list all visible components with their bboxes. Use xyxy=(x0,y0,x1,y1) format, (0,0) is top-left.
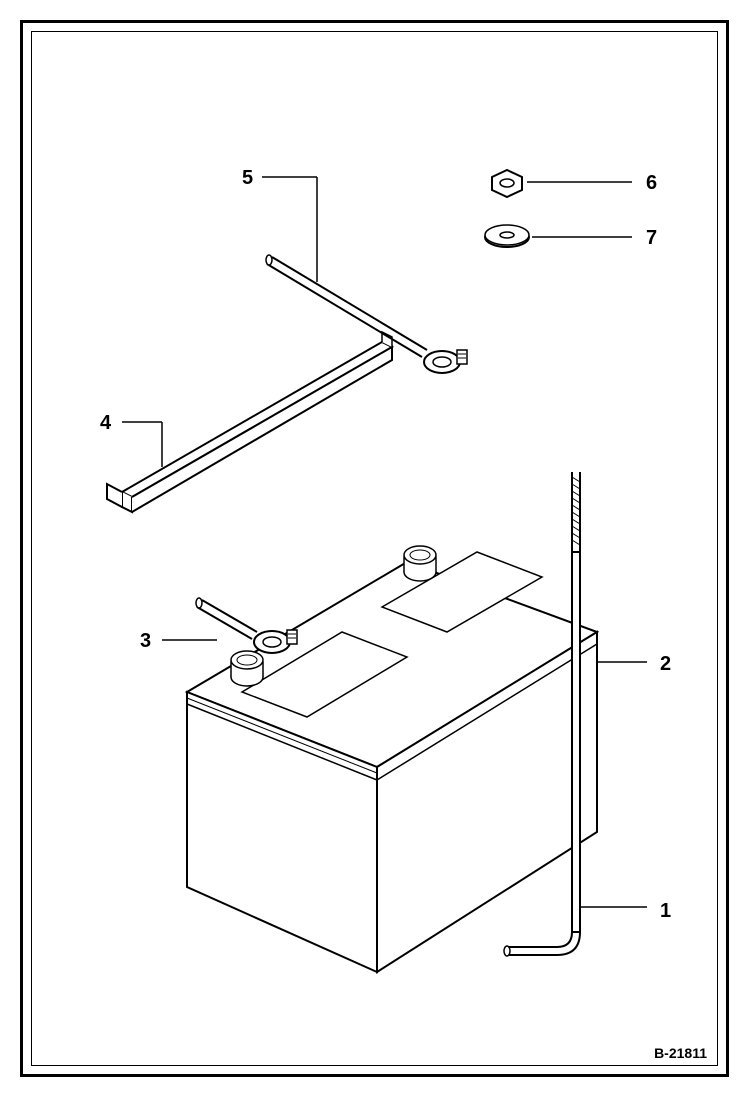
callout-5: 5 xyxy=(242,167,253,190)
nut xyxy=(492,170,522,197)
drawing-id: B-21811 xyxy=(654,1045,707,1061)
callout-4: 4 xyxy=(100,412,111,435)
diagram-svg xyxy=(32,32,732,1072)
callout-2: 2 xyxy=(660,653,671,676)
callout-7: 7 xyxy=(646,227,657,250)
washer xyxy=(485,225,529,247)
callout-3: 3 xyxy=(140,630,151,653)
diagram-area: 1 2 3 4 5 6 7 B-21811 xyxy=(32,32,717,1065)
callout-1: 1 xyxy=(660,900,671,923)
callout-6: 6 xyxy=(646,172,657,195)
cable-terminal-short xyxy=(196,598,297,653)
battery xyxy=(187,546,597,972)
outer-frame: 1 2 3 4 5 6 7 B-21811 xyxy=(20,20,729,1077)
inner-frame: 1 2 3 4 5 6 7 B-21811 xyxy=(31,31,718,1066)
